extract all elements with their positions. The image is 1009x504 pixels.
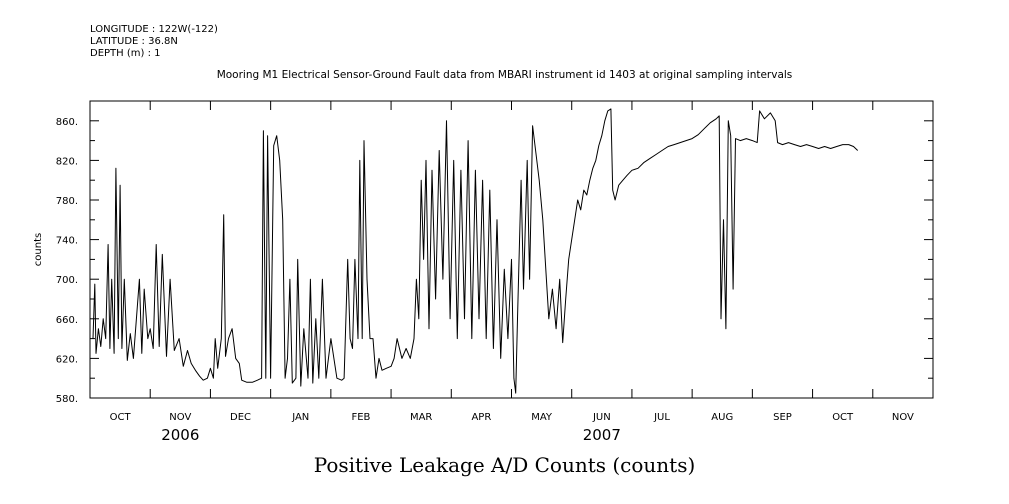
data-series-line [92,108,859,394]
y-tick-label: 780. [56,196,78,207]
x-tick-label: JAN [291,412,309,423]
x-tick-label: JUN [592,412,611,423]
x-tick-label: OCT [832,412,854,423]
x-tick-label: FEB [351,412,370,423]
x-tick-label: NOV [169,412,191,423]
x-tick-label: MAR [410,412,432,423]
depth-label: DEPTH (m) : 1 [90,48,161,59]
x-tick-label: OCT [110,412,132,423]
x-tick-label: AUG [711,412,733,423]
x-tick-label: NOV [892,412,914,423]
variable-label: Positive Leakage A/D Counts (counts) [313,453,696,477]
y-tick-label: 660. [56,315,78,326]
y-tick-label: 620. [56,354,78,365]
chart-title: Mooring M1 Electrical Sensor-Ground Faul… [216,69,793,81]
y-tick-label: 700. [56,275,78,286]
x-year-label: 2007 [583,426,621,444]
x-tick-label: APR [471,412,491,423]
y-tick-label: 740. [56,236,78,247]
y-tick-label: 860. [56,117,78,128]
y-tick-label: 820. [56,156,78,167]
longitude-label: LONGITUDE : 122W(-122) [90,24,218,35]
x-tick-label: MAY [531,412,553,423]
y-axis-label: counts [33,233,44,266]
latitude-label: LATITUDE : 36.8N [90,36,178,47]
x-tick-label: DEC [230,412,251,423]
x-tick-label: SEP [773,412,792,423]
x-tick-label: JUL [653,412,670,423]
y-tick-label: 580. [56,394,78,405]
x-year-label: 2006 [161,426,199,444]
